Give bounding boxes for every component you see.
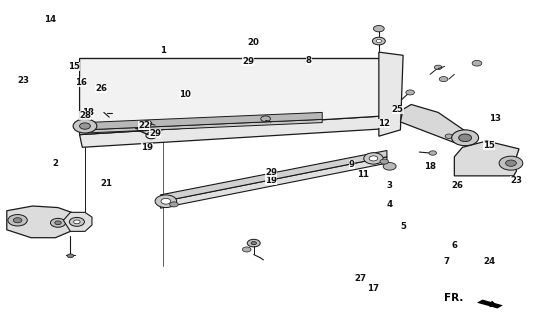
Circle shape — [170, 202, 178, 207]
Text: 9: 9 — [349, 160, 355, 169]
Text: FR.: FR. — [443, 293, 463, 303]
Circle shape — [472, 60, 482, 66]
Circle shape — [73, 119, 97, 133]
Text: 29: 29 — [242, 57, 254, 66]
Text: 27: 27 — [354, 275, 366, 284]
Circle shape — [80, 123, 91, 129]
Text: 19: 19 — [141, 143, 153, 152]
Polygon shape — [63, 212, 92, 231]
Text: 5: 5 — [400, 222, 406, 231]
Text: 15: 15 — [68, 62, 80, 71]
Text: 28: 28 — [79, 111, 91, 120]
Circle shape — [261, 116, 270, 122]
Text: 24: 24 — [483, 257, 495, 266]
Text: 18: 18 — [424, 162, 436, 171]
Circle shape — [383, 163, 396, 170]
Circle shape — [142, 121, 152, 126]
Text: 12: 12 — [378, 119, 390, 128]
Polygon shape — [7, 206, 74, 238]
Circle shape — [445, 134, 453, 139]
Polygon shape — [477, 300, 503, 308]
Text: 11: 11 — [357, 170, 369, 179]
Text: 17: 17 — [367, 284, 379, 293]
Circle shape — [13, 218, 22, 223]
Circle shape — [67, 254, 74, 258]
Circle shape — [451, 130, 479, 146]
Text: 29: 29 — [149, 130, 161, 139]
Circle shape — [406, 90, 415, 95]
Text: 15: 15 — [483, 141, 495, 150]
Polygon shape — [379, 52, 403, 136]
Circle shape — [439, 76, 448, 82]
Circle shape — [55, 221, 61, 225]
Text: 2: 2 — [53, 159, 59, 168]
Text: 6: 6 — [451, 241, 457, 250]
Circle shape — [364, 153, 383, 164]
Text: 1: 1 — [160, 46, 166, 55]
Text: 29: 29 — [265, 168, 277, 177]
Circle shape — [380, 159, 389, 164]
Text: 7: 7 — [443, 257, 449, 266]
Text: 3: 3 — [386, 181, 392, 190]
Polygon shape — [85, 119, 322, 133]
Text: 4: 4 — [386, 200, 393, 209]
Text: 22: 22 — [138, 121, 150, 130]
Text: 23: 23 — [511, 176, 522, 185]
Text: 18: 18 — [82, 108, 94, 117]
Circle shape — [459, 134, 472, 142]
Text: 20: 20 — [248, 38, 260, 47]
Circle shape — [373, 26, 384, 32]
Text: 8: 8 — [306, 56, 312, 65]
Circle shape — [506, 160, 517, 166]
Polygon shape — [454, 141, 519, 176]
Polygon shape — [80, 59, 390, 135]
Circle shape — [161, 198, 171, 204]
Text: 10: 10 — [179, 91, 191, 100]
Circle shape — [50, 218, 66, 227]
Circle shape — [251, 242, 256, 245]
Circle shape — [8, 215, 27, 226]
Text: 23: 23 — [17, 76, 29, 85]
Circle shape — [372, 37, 385, 45]
Text: 14: 14 — [44, 15, 56, 24]
Text: 21: 21 — [100, 179, 113, 188]
Circle shape — [155, 195, 177, 208]
Text: 26: 26 — [95, 84, 107, 93]
Circle shape — [242, 247, 251, 252]
Circle shape — [69, 217, 85, 226]
Circle shape — [369, 156, 378, 161]
Polygon shape — [85, 112, 322, 130]
Circle shape — [429, 151, 436, 155]
Circle shape — [499, 156, 523, 170]
Text: 25: 25 — [392, 105, 404, 114]
Circle shape — [376, 39, 382, 43]
Text: 13: 13 — [489, 114, 501, 123]
Circle shape — [247, 239, 260, 247]
Polygon shape — [160, 157, 387, 208]
Circle shape — [434, 65, 442, 69]
Text: 16: 16 — [75, 78, 87, 87]
Polygon shape — [160, 150, 387, 202]
Text: 19: 19 — [265, 176, 277, 185]
Polygon shape — [401, 105, 470, 142]
Circle shape — [74, 220, 80, 224]
Polygon shape — [80, 116, 392, 147]
Text: 26: 26 — [451, 181, 463, 190]
